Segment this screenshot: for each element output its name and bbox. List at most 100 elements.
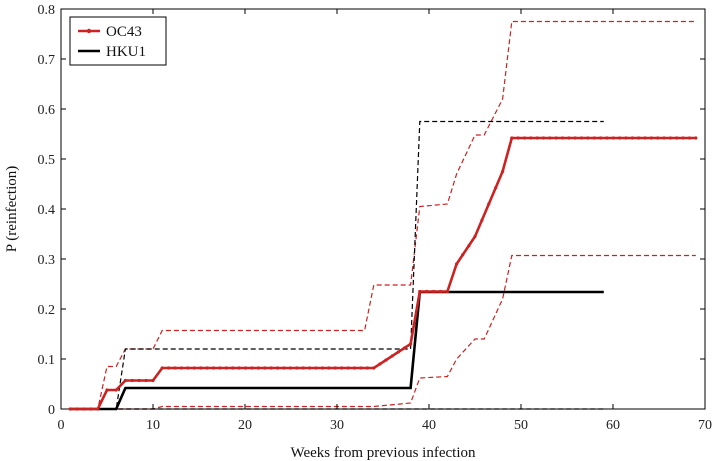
data-point-oc43 — [611, 136, 615, 140]
data-point-oc43 — [694, 136, 698, 140]
data-point-oc43 — [123, 378, 127, 383]
data-point-oc43 — [205, 366, 209, 370]
data-point-oc43 — [554, 136, 558, 140]
y-tick-label: 0.4 — [38, 203, 56, 218]
data-point-oc43 — [173, 366, 177, 370]
data-point-oc43 — [114, 388, 118, 392]
data-point-oc43 — [668, 136, 673, 140]
data-point-oc43 — [561, 136, 565, 140]
data-point-oc43 — [425, 289, 429, 294]
x-tick-label: 70 — [698, 418, 712, 433]
axis-ticks: 0 10 20 30 40 50 60 70 0 0.1 0.2 0.3 0.4 0.5 0.6 0.7 0.8 — [38, 3, 713, 433]
data-point-oc43 — [269, 366, 273, 370]
data-point-oc43 — [75, 407, 79, 411]
x-tick-label: 30 — [330, 418, 344, 433]
data-point-oc43 — [675, 136, 679, 140]
ci-upper-hku1 — [70, 120, 604, 410]
data-point-oc43 — [624, 136, 628, 140]
ci-lower-oc43 — [70, 254, 696, 410]
data-point-oc43 — [346, 366, 350, 370]
data-point-oc43 — [167, 366, 171, 370]
data-point-oc43 — [320, 366, 325, 370]
data-point-oc43 — [461, 253, 465, 257]
data-point-oc43 — [445, 289, 449, 294]
data-point-oc43 — [378, 362, 382, 366]
data-point-oc43 — [244, 366, 248, 370]
data-point-oc43 — [151, 378, 155, 383]
data-point-oc43 — [662, 136, 666, 140]
data-point-oc43 — [494, 186, 498, 190]
legend-label-oc43: OC43 — [106, 24, 142, 40]
data-point-oc43 — [105, 388, 109, 392]
data-point-oc43 — [605, 136, 609, 140]
data-point-oc43 — [333, 366, 337, 370]
data-point-oc43 — [390, 354, 394, 358]
y-tick-label: 0.7 — [38, 53, 56, 68]
data-point-oc43 — [276, 366, 280, 370]
data-point-oc43 — [237, 366, 241, 370]
data-point-oc43 — [687, 136, 692, 140]
plot-area-frame — [60, 8, 706, 410]
data-point-oc43 — [353, 366, 357, 370]
data-point-oc43 — [340, 366, 344, 370]
data-point-oc43 — [548, 136, 552, 140]
data-point-oc43 — [510, 136, 514, 140]
data-point-oc43 — [529, 136, 533, 140]
data-point-oc43 — [192, 366, 196, 370]
x-tick-label: 10 — [146, 418, 160, 433]
x-tick-label: 60 — [606, 418, 620, 433]
data-point-oc43 — [586, 136, 590, 140]
data-point-oc43 — [522, 136, 527, 140]
y-tick-label: 0.1 — [38, 353, 56, 368]
data-point-oc43 — [256, 366, 260, 370]
data-point-oc43 — [455, 262, 459, 266]
data-point-oc43 — [516, 136, 520, 140]
data-point-oc43 — [218, 366, 222, 370]
x-tick-label: 40 — [422, 418, 436, 433]
data-point-oc43 — [637, 136, 641, 140]
y-tick-label: 0.3 — [38, 253, 56, 268]
data-point-oc43 — [130, 378, 134, 383]
series-line-hku1 — [70, 290, 604, 411]
data-point-oc43 — [656, 136, 660, 140]
data-point-oc43 — [402, 346, 407, 350]
y-tick-label: 0.2 — [38, 303, 56, 318]
data-point-oc43 — [580, 136, 584, 140]
data-point-oc43 — [199, 366, 203, 370]
data-point-oc43 — [160, 366, 164, 370]
data-point-oc43 — [567, 136, 571, 140]
data-point-oc43 — [592, 136, 596, 140]
data-point-oc43 — [384, 358, 388, 362]
data-point-oc43 — [282, 366, 286, 370]
data-series — [68, 136, 698, 411]
y-axis-title: P (reinfection) — [4, 166, 20, 253]
y-tick-label: 0.5 — [38, 153, 56, 168]
data-point-oc43 — [211, 366, 216, 370]
data-point-oc43 — [643, 136, 647, 140]
data-point-oc43 — [681, 136, 685, 140]
data-point-oc43 — [137, 378, 141, 383]
legend-label-hku1: HKU1 — [106, 44, 146, 60]
data-point-oc43 — [480, 218, 484, 222]
data-point-oc43 — [409, 342, 413, 346]
data-point-oc43 — [573, 136, 577, 140]
data-point-oc43 — [295, 366, 299, 370]
data-point-oc43 — [359, 366, 363, 370]
data-point-oc43 — [301, 366, 305, 370]
data-point-oc43 — [432, 289, 436, 294]
data-point-oc43 — [288, 366, 292, 370]
data-point-oc43 — [89, 407, 93, 411]
data-point-oc43 — [365, 366, 369, 370]
legend-marker-oc43 — [86, 28, 92, 34]
data-point-oc43 — [179, 366, 183, 370]
x-tick-label: 0 — [58, 418, 65, 433]
data-point-oc43 — [250, 366, 254, 370]
data-point-oc43 — [68, 407, 72, 411]
data-point-oc43 — [473, 234, 477, 239]
data-point-oc43 — [308, 366, 312, 370]
legend: OC43 HKU1 — [69, 16, 167, 66]
data-point-oc43 — [535, 136, 539, 140]
data-point-oc43 — [541, 136, 546, 140]
